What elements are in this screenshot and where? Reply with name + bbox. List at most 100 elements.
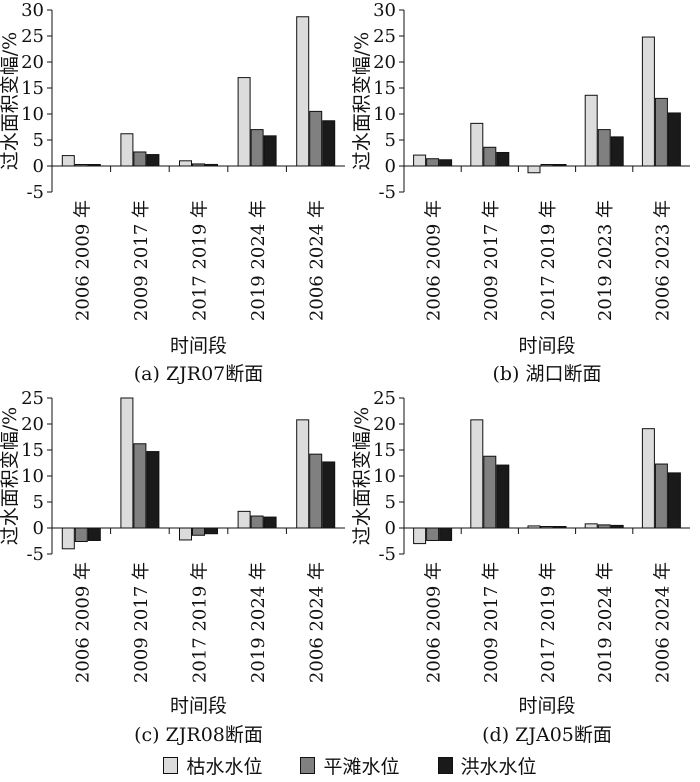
bar [439,159,453,167]
y-tick-label: 20 [373,52,396,73]
y-axis-label: 过水面积变幅/% [0,407,21,545]
bar [496,464,510,529]
bar [322,461,336,529]
bar [641,36,655,167]
bar [597,524,611,529]
bar [192,527,205,536]
legend-swatch-dry [163,756,179,774]
y-tick-label: 20 [373,414,396,435]
bar [584,523,598,529]
legend-label-flood: 洪水水位 [460,755,537,778]
bar [263,135,277,167]
bar [667,112,681,167]
x-category-label: 2006 2009 年 [424,200,445,321]
bar [527,165,541,174]
bar [553,526,567,529]
bar [250,129,264,167]
bar [205,163,218,167]
bar [584,94,598,167]
y-tick-label: 5 [385,130,396,151]
bar [597,129,611,167]
x-category-label: 2006 2024 年 [652,562,673,683]
x-category-label: 2006 2009 年 [72,562,93,683]
chart-panel-c: -5 0 5 10 15 20 25 2006 2009 年 2009 2017 年 2017 2… [0,388,345,746]
y-tick-label: 30 [373,0,396,21]
y-tick-label: 30 [21,0,44,21]
y-tick-label: 20 [21,52,44,73]
bar [439,527,453,541]
bar [610,136,624,167]
x-category-label: 2009 2017 年 [481,200,502,321]
y-tick-label: 10 [21,466,44,487]
y-tick-label: 15 [21,440,44,461]
y-tick-label: 0 [33,518,44,539]
legend-item-flood: 洪水水位 [437,752,537,779]
bar [61,527,75,550]
bar [483,455,497,529]
y-tick-label: -5 [378,182,396,203]
chart-panel-b: -5 0 5 10 15 20 25 30 2006 2009 年 2009 2017 年 2017… [351,0,690,385]
bar [426,527,440,541]
legend-item-bankfull: 平滩水位 [300,752,400,779]
bar [87,527,101,541]
x-category-label: 2017 2019 年 [190,200,211,321]
bar [120,397,134,529]
bar [426,158,440,167]
legend-swatch-bankfull [300,756,316,774]
bar [250,515,264,529]
y-axis-label: 过水面积变幅/% [351,407,373,545]
y-tick-label: 15 [373,78,396,99]
bar [133,151,147,167]
x-axis-label: 时间段 [170,695,227,717]
bar [540,164,554,167]
y-tick-label: 25 [21,26,44,47]
bar [133,443,147,529]
y-tick-label: -5 [26,544,44,565]
bar [61,155,75,167]
x-category-label: 2017 2019 年 [190,562,211,683]
y-tick-label: 15 [21,78,44,99]
x-axis-label: 时间段 [518,695,575,717]
bar [296,419,310,529]
y-axis-label: 过水面积变幅/% [0,32,21,170]
y-tick-label: 5 [33,492,44,513]
bar [527,525,541,529]
y-tick-label: -5 [378,544,396,565]
bar [667,472,681,529]
x-category-label: 2006 2024 年 [307,200,328,321]
bar [470,419,484,529]
chart-panel-d: -5 0 5 10 15 20 25 2006 2009 年 2009 2017 年 2017 2… [351,388,690,746]
y-tick-label: 10 [21,104,44,125]
bar [322,120,336,167]
bar [179,527,192,541]
x-category-label: 2019 2024 年 [248,562,269,683]
bar [87,164,101,167]
panel-caption: (b) 湖口断面 [492,363,601,385]
legend-swatch-flood [437,756,453,774]
bar [309,110,323,167]
y-tick-label: 10 [373,104,396,125]
y-tick-label: 15 [373,440,396,461]
bar [309,453,323,529]
bar [237,77,251,167]
x-category-label: 2009 2017 年 [481,562,502,683]
y-tick-label: 0 [33,156,44,177]
x-category-label: 2017 2019 年 [538,200,559,321]
y-tick-label: 25 [21,388,44,409]
bar [74,527,88,543]
bar [263,516,277,529]
x-category-label: 2006 2023 年 [652,200,673,321]
bar [146,451,160,529]
y-tick-label: 10 [373,466,396,487]
y-axis-label: 过水面积变幅/% [351,32,373,170]
bar [146,154,160,167]
y-tick-label: 25 [373,388,396,409]
y-tick-label: 5 [33,130,44,151]
bar [413,154,427,167]
legend-label-dry: 枯水水位 [186,755,263,778]
y-tick-label: 20 [21,414,44,435]
y-tick-label: -5 [26,182,44,203]
y-tick-label: 0 [385,156,396,177]
x-category-label: 2006 2009 年 [424,562,445,683]
bar [540,526,554,529]
